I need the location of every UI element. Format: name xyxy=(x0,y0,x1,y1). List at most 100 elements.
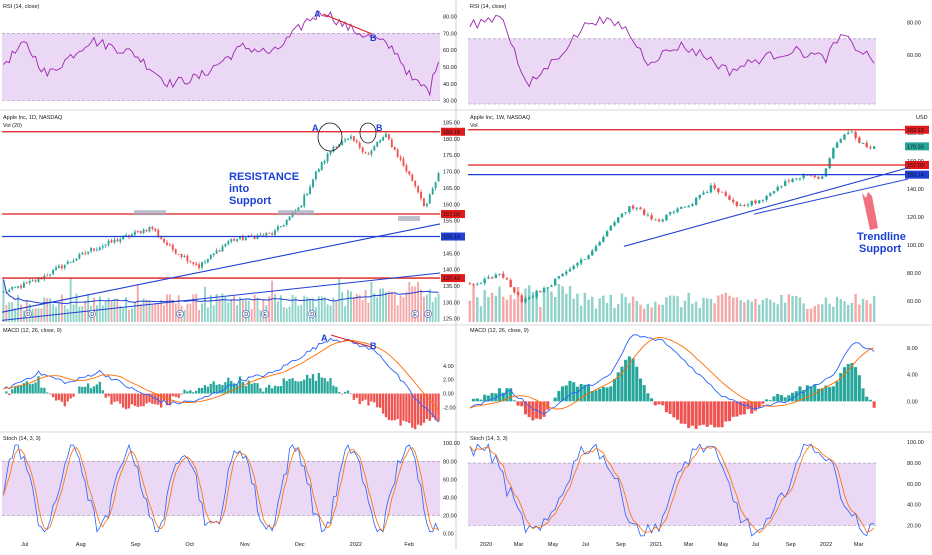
left-level-badge-label: 150.14 xyxy=(443,235,460,241)
right-volume-bar xyxy=(547,290,549,322)
left-macd-histogram-bar xyxy=(347,391,349,394)
left-macd-histogram-bar xyxy=(262,392,264,394)
right-volume-bar xyxy=(821,304,823,322)
left-volume-bar xyxy=(283,307,285,322)
left-candle xyxy=(189,262,191,263)
left-volume-bar xyxy=(227,302,229,322)
left-macd-histogram-bar xyxy=(11,389,13,393)
right-level-badge-label: 182.18 xyxy=(907,128,924,134)
left-volume-bar xyxy=(163,305,165,322)
left-macd-histogram-bar xyxy=(192,392,194,393)
left-macd-histogram-bar xyxy=(110,394,112,405)
right-volume-bar xyxy=(717,295,719,322)
right-volume-bar xyxy=(732,298,734,322)
left-macd-histogram-bar xyxy=(245,386,247,394)
left-macd-histogram-bar xyxy=(373,394,375,403)
left-volume-bar xyxy=(330,306,332,322)
left-volume-bar xyxy=(295,297,297,322)
left-candle xyxy=(315,172,317,179)
left-macd-histogram-bar xyxy=(40,388,42,394)
left-macd-histogram-bar xyxy=(175,394,177,397)
left-macd-histogram-bar xyxy=(242,382,244,393)
right-candle xyxy=(480,283,482,284)
left-macd-histogram-bar xyxy=(84,387,86,394)
left-macd-histogram-bar xyxy=(213,381,215,393)
left-volume-bar xyxy=(43,297,45,322)
right-macd-histogram-bar xyxy=(836,381,839,401)
left-candle xyxy=(423,199,425,206)
right-candle xyxy=(747,205,749,206)
right-time-label: 2020 xyxy=(480,542,492,548)
right-macd-histogram-bar xyxy=(517,401,520,405)
right-volume-bar xyxy=(502,297,504,322)
left-time-label: Jul xyxy=(21,542,28,548)
left-volume-bar xyxy=(423,297,425,322)
right-volume-bar xyxy=(828,304,830,322)
right-macd-histogram-bar xyxy=(735,401,738,416)
left-volume-bar xyxy=(192,294,194,322)
left-volume-bar xyxy=(32,309,34,322)
left-candle xyxy=(432,188,434,194)
right-candle xyxy=(721,192,723,193)
left-volume-bar xyxy=(46,298,48,322)
right-volume-bar xyxy=(598,298,600,322)
left-volume-bar xyxy=(116,299,118,322)
left-volume-bar xyxy=(105,301,107,322)
left-macd-histogram-bar xyxy=(107,394,109,397)
left-macd-histogram-bar xyxy=(134,394,136,406)
left-macd-histogram-bar xyxy=(183,390,185,394)
right-volume-bar xyxy=(758,305,760,322)
right-candle xyxy=(643,210,645,215)
left-candle xyxy=(143,230,145,233)
right-candle xyxy=(773,191,775,193)
left-volume-bar xyxy=(353,297,355,322)
macd-peak-a-label: A xyxy=(321,333,328,343)
right-volume-bar xyxy=(658,305,660,322)
left-macd-histogram-bar xyxy=(137,394,139,407)
right-volume-bar xyxy=(862,299,864,322)
left-volume-bar xyxy=(14,308,16,322)
left-macd-title: MACD (12, 26, close, 9) xyxy=(3,328,62,334)
left-volume-bar xyxy=(359,295,361,322)
left-volume-bar xyxy=(111,301,113,322)
left-macd-histogram-bar xyxy=(291,378,293,393)
right-macd-histogram-bar xyxy=(850,363,853,401)
left-candle xyxy=(213,253,215,255)
right-candle xyxy=(791,179,793,182)
left-volume-bar xyxy=(382,288,384,322)
right-candle xyxy=(576,263,578,265)
right-volume-bar xyxy=(728,296,730,322)
left-candle xyxy=(20,286,22,288)
left-volume-bar xyxy=(70,278,72,322)
right-macd-histogram-bar xyxy=(650,398,653,401)
left-candle xyxy=(373,146,375,150)
right-macd-histogram-bar xyxy=(765,399,768,401)
right-volume-bar xyxy=(721,294,723,322)
left-macd-histogram-bar xyxy=(125,394,127,410)
left-volume-bar xyxy=(119,306,121,322)
right-volume-bar xyxy=(706,298,708,322)
right-macd-histogram-bar xyxy=(472,399,475,402)
left-candle xyxy=(35,280,37,281)
left-macd-histogram-bar xyxy=(361,394,363,401)
right-candle xyxy=(632,206,634,209)
right-candle xyxy=(569,269,571,271)
right-volume-bar xyxy=(791,296,793,322)
left-price-tick-label: 185.00 xyxy=(443,121,460,127)
right-candle xyxy=(521,295,523,302)
left-volume-bar xyxy=(195,294,197,322)
left-macd-histogram-bar xyxy=(5,391,7,393)
left-macd-histogram-bar xyxy=(321,377,323,393)
left-macd-histogram-bar xyxy=(96,384,98,393)
right-time-label: Jul xyxy=(582,542,589,548)
left-candle xyxy=(414,181,416,186)
right-level-badge-label: 157.03 xyxy=(907,163,924,169)
left-macd-histogram-bar xyxy=(180,394,182,395)
left-candle xyxy=(300,206,302,208)
left-candle xyxy=(125,235,127,236)
right-candle xyxy=(780,186,782,187)
right-volume-bar xyxy=(580,306,582,322)
macd-peak-b-label: B xyxy=(370,341,377,351)
left-candle xyxy=(370,151,372,155)
